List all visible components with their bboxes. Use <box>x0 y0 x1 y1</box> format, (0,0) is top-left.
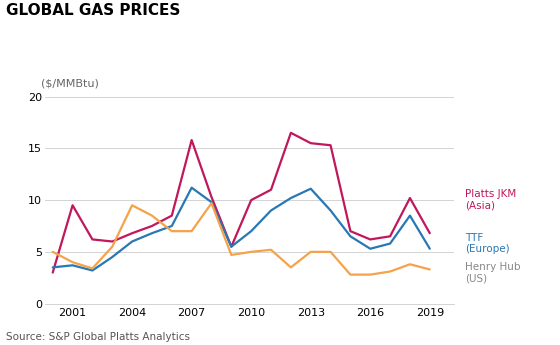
Text: Henry Hub
(US): Henry Hub (US) <box>465 262 520 283</box>
Text: Platts JKM
(Asia): Platts JKM (Asia) <box>465 189 516 211</box>
Text: TTF
(Europe): TTF (Europe) <box>465 233 510 254</box>
Text: GLOBAL GAS PRICES: GLOBAL GAS PRICES <box>6 3 180 18</box>
Text: Source: S&P Global Platts Analytics: Source: S&P Global Platts Analytics <box>6 332 190 342</box>
Text: ($/MMBtu): ($/MMBtu) <box>41 78 99 88</box>
